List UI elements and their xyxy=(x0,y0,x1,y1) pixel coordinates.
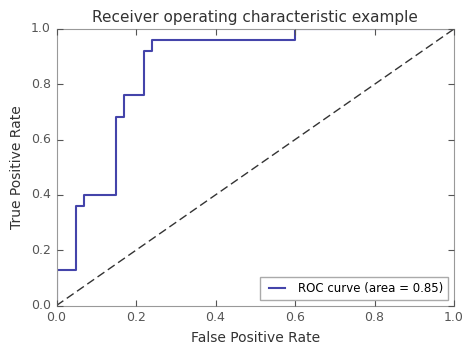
ROC curve (area = 0.85) xyxy=(292,27,298,31)
ROC curve (area = 0.85) xyxy=(149,38,155,42)
ROC curve (area = 0.85) xyxy=(113,193,119,197)
ROC curve (area = 0.85) xyxy=(82,193,87,197)
ROC curve (area = 0.85) xyxy=(141,49,147,53)
ROC curve (area = 0.85) xyxy=(292,38,298,42)
ROC curve (area = 0.85) xyxy=(149,49,155,53)
Line: ROC curve (area = 0.85): ROC curve (area = 0.85) xyxy=(56,29,454,306)
ROC curve (area = 0.85) xyxy=(82,204,87,208)
ROC curve (area = 0.85) xyxy=(54,267,59,272)
Title: Receiver operating characteristic example: Receiver operating characteristic exampl… xyxy=(92,10,418,25)
ROC curve (area = 0.85) xyxy=(121,93,127,98)
ROC curve (area = 0.85) xyxy=(54,304,59,308)
ROC curve (area = 0.85) xyxy=(451,27,457,31)
Y-axis label: True Positive Rate: True Positive Rate xyxy=(10,105,24,229)
ROC curve (area = 0.85) xyxy=(121,115,127,120)
ROC curve (area = 0.85) xyxy=(73,267,79,272)
ROC curve (area = 0.85) xyxy=(113,115,119,120)
ROC curve (area = 0.85) xyxy=(73,204,79,208)
Legend: ROC curve (area = 0.85): ROC curve (area = 0.85) xyxy=(260,277,448,300)
X-axis label: False Positive Rate: False Positive Rate xyxy=(191,331,320,345)
ROC curve (area = 0.85) xyxy=(141,93,147,98)
